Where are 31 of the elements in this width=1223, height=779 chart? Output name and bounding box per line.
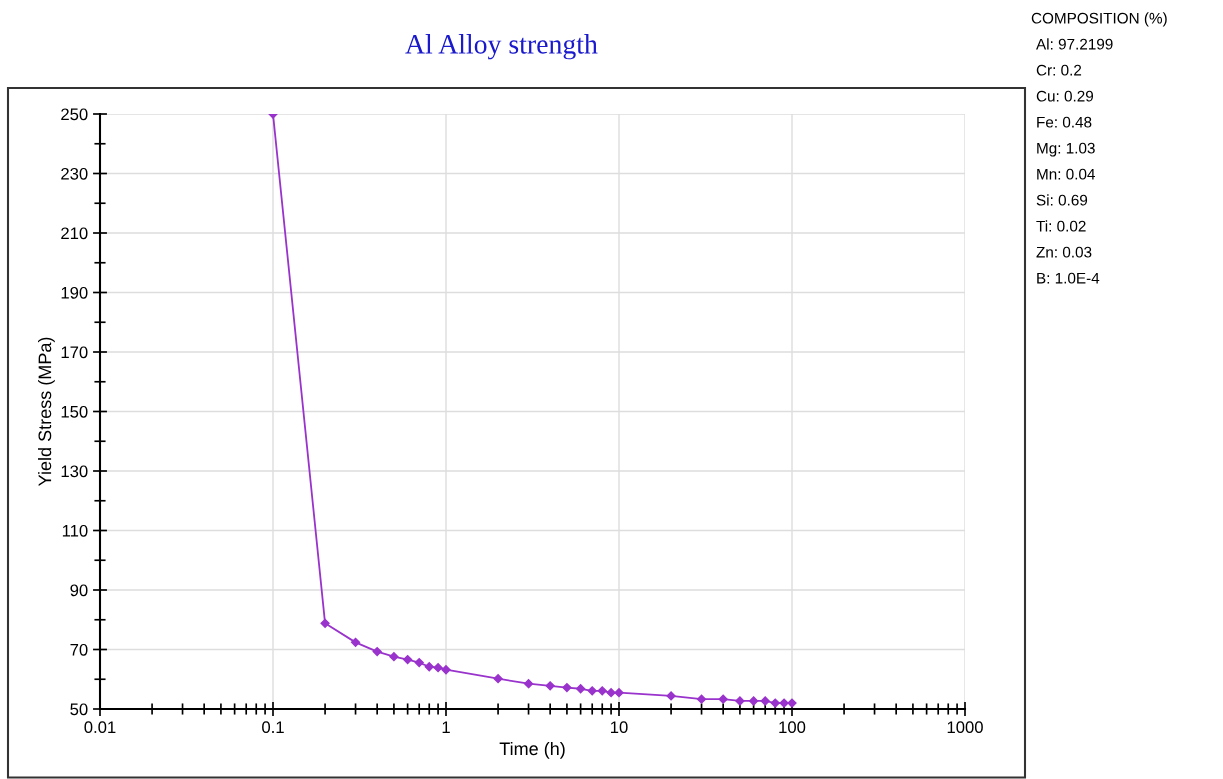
y-tick-label: 230: [61, 167, 88, 180]
text: Al: 97.2199: [1036, 38, 1113, 50]
text: Cr: 0.2: [1036, 64, 1082, 76]
x-tick-label: 100: [779, 721, 806, 734]
text: Ti: 0.02: [1036, 220, 1086, 232]
y-tick-label: 190: [61, 286, 88, 299]
x-tick-label: 0.01: [84, 721, 116, 734]
text: Fe: 0.48: [1037, 116, 1092, 128]
text: Cu: 0.29: [1036, 90, 1094, 102]
y-tick-label: 150: [61, 405, 88, 418]
x-tick-label: 0.1: [262, 721, 284, 734]
x-tick-label: 10: [611, 721, 628, 734]
text: Mn: 0.04: [1037, 168, 1095, 180]
text: Si: 0.69: [1036, 194, 1088, 206]
y-tick-label: 130: [61, 465, 88, 478]
y-tick-label: 250: [61, 108, 88, 121]
text: B: 1.0E-4: [1037, 272, 1100, 284]
y-tick-label: 50: [70, 703, 88, 716]
x-tick-label: 1: [442, 721, 450, 733]
text: Mg: 1.03: [1037, 142, 1095, 157]
y-tick-label: 90: [70, 584, 88, 597]
chart-title: Al Alloy strength: [405, 34, 598, 60]
y-tick-label: 170: [61, 346, 88, 359]
text: Zn: 0.03: [1036, 246, 1092, 258]
y-tick-label: 70: [70, 643, 88, 656]
y-tick-label: 110: [62, 524, 88, 537]
text: COMPOSITION (%): [1031, 12, 1167, 27]
x-tick-label: 1000: [947, 721, 983, 734]
x-axis-title: Time (h): [499, 741, 565, 759]
y-axis-title: Yield Stress (MPa): [38, 337, 55, 487]
y-tick-label: 210: [61, 227, 88, 240]
